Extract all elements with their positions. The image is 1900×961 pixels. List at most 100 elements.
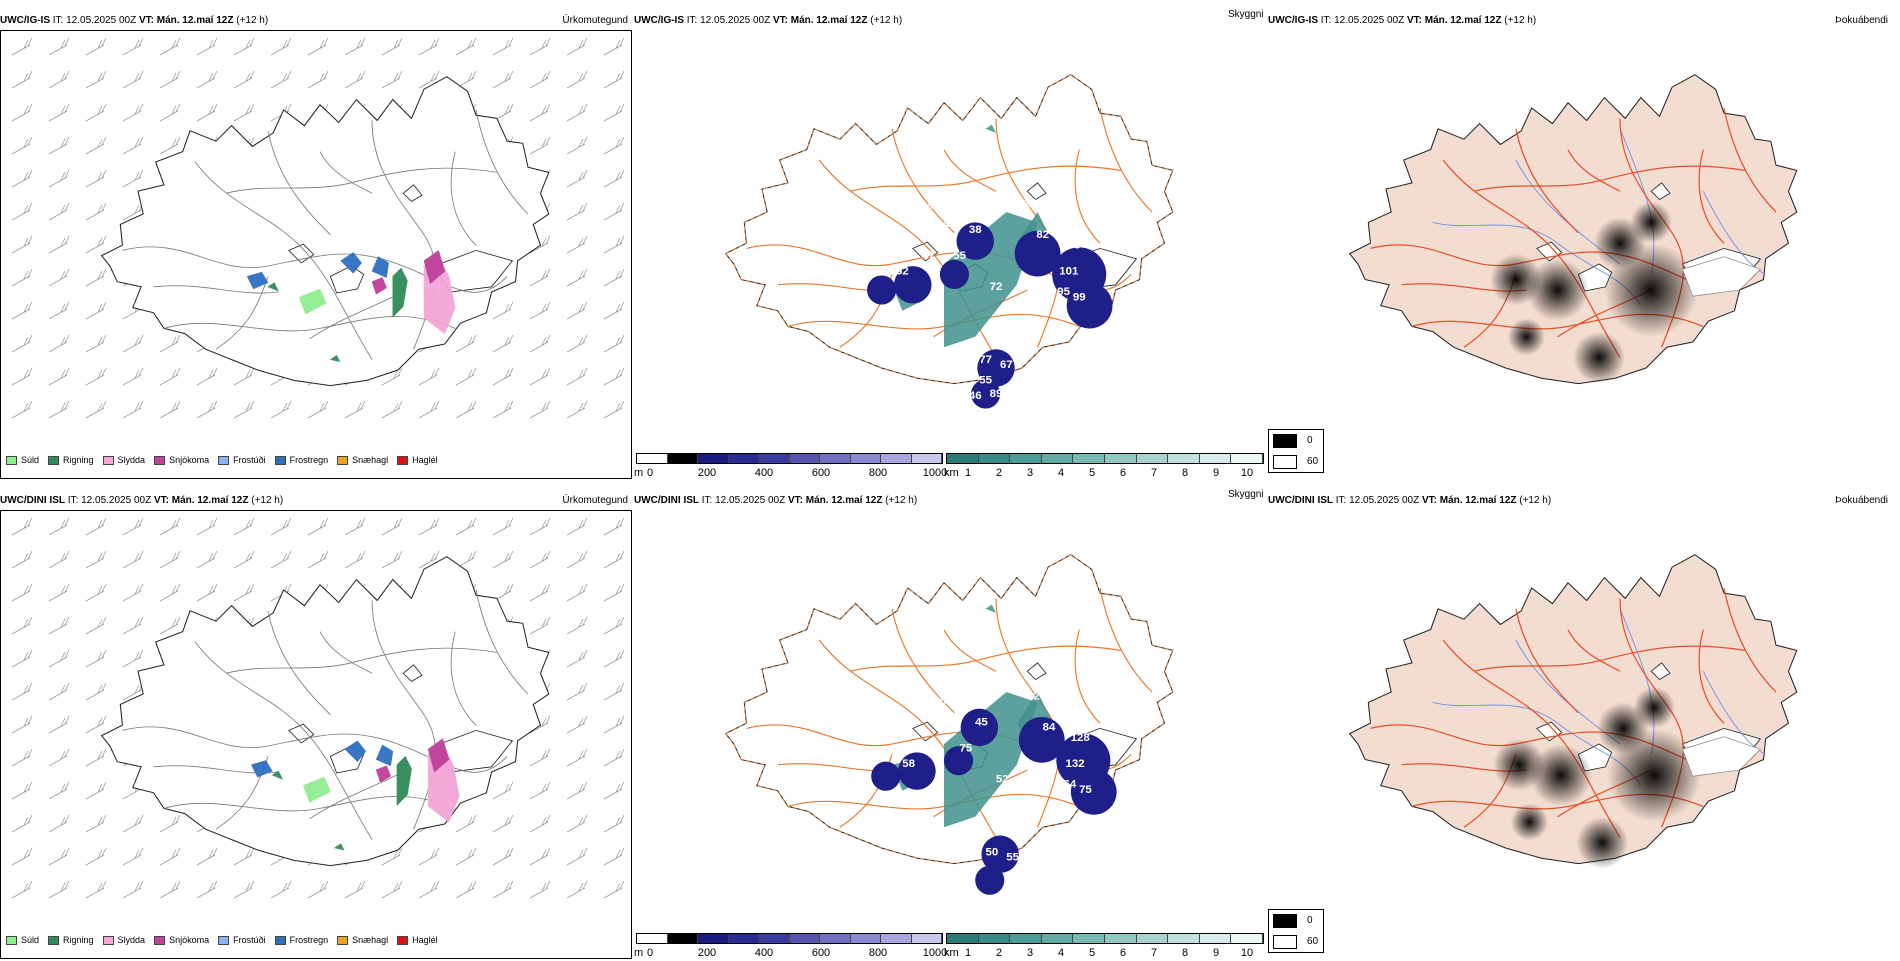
cloud-base-label: 50 <box>933 695 946 707</box>
legend-item: Slydda <box>102 455 145 465</box>
vt-label: VT: <box>138 15 154 26</box>
precip-legend: Súld Rigning Slydda Snjókoma Frostúði Frostre… <box>6 455 447 465</box>
legend-label: Haglél <box>412 935 438 945</box>
precip-type-panel: UWC/IG-IS IT: 12.05.2025 00Z VT: Mán. 12… <box>0 15 632 479</box>
cloud-base-label: 46 <box>969 390 982 402</box>
model-name: UWC/DINI ISL <box>1268 495 1333 506</box>
visibility-colorbar: km 1 2 3 4 5 6 7 8 9 10 <box>944 453 1264 479</box>
legend-swatch <box>397 935 409 945</box>
colorbar-unit: m <box>634 467 644 479</box>
cloud-base-label: 101 <box>1059 265 1079 277</box>
legend-label: 60 <box>1307 936 1319 947</box>
legend-item: Frostúði <box>218 455 266 465</box>
colorbar-tick: 4 <box>1057 467 1065 479</box>
legend-item: Frostregn <box>274 455 329 465</box>
colorbar-tick: 5 <box>1088 467 1096 479</box>
cloud-base-label: 45 <box>975 716 988 728</box>
legend-label: Snjókoma <box>169 935 210 945</box>
iceland-map <box>1348 554 1798 869</box>
colorbar-step <box>820 934 851 943</box>
cloud-base-label: 95 <box>1057 286 1070 298</box>
lead-time: (+12 h) <box>1519 495 1552 506</box>
vt-label: VT: <box>772 15 788 26</box>
cloud-base-label: 32 <box>1027 690 1040 702</box>
colorbar-tick: 1 <box>964 947 972 959</box>
colorbar-tick: 4 <box>1057 947 1065 959</box>
cloud-base-label: 89 <box>990 388 1003 400</box>
cloud-base-label: 58 <box>902 758 915 770</box>
elevation-colorbar: m 0 200 400 600 800 1000 <box>634 453 948 479</box>
legend-label: Frostregn <box>289 455 329 465</box>
colorbar-tick: 400 <box>754 947 774 959</box>
colorbar-step <box>1136 934 1169 943</box>
cloud-base-label: 64 <box>1063 779 1076 791</box>
panel-title: Skyggni <box>1228 9 1264 20</box>
legend-swatch <box>274 455 286 465</box>
cloud-base-label: 47 <box>922 250 935 262</box>
init-time: 12.05.2025 00Z <box>1349 495 1420 506</box>
lead-time: (+12 h) <box>885 495 918 506</box>
colorbar-step <box>850 934 881 943</box>
precip-type-panel: UWC/DINI ISL IT: 12.05.2025 00Z VT: Mán.… <box>0 495 632 959</box>
colorbar-step <box>947 454 979 463</box>
legend-item: Rigning <box>48 935 94 945</box>
valid-time: Mán. 12.maí 12Z <box>156 15 234 26</box>
cloud-base-label: 77 <box>979 354 992 366</box>
colorbar-tick: 200 <box>697 467 717 479</box>
legend-item: Rigning <box>48 455 94 465</box>
legend-label: Snjókoma <box>169 455 210 465</box>
colorbar-tick: 1 <box>964 467 972 479</box>
legend-item: Haglél <box>397 455 438 465</box>
colorbar-step <box>978 454 1011 463</box>
colorbar-step <box>1104 934 1137 943</box>
colorbar-step <box>1231 454 1263 463</box>
cloud-base-label: 52 <box>896 265 909 277</box>
visibility-panel: UWC/DINI ISL IT: 12.05.2025 00Z VT: Mán.… <box>634 489 1264 959</box>
colorbar-tick: 10 <box>1240 947 1254 959</box>
cloud-base-label: 105 <box>1023 151 1043 163</box>
panel-title: Úrkomutegund <box>562 15 628 26</box>
cloud-base-label: 81 <box>949 711 962 723</box>
legend-label: Snæhagl <box>352 455 389 465</box>
legend-swatch <box>48 455 60 465</box>
legend-item: 60 <box>1269 451 1323 472</box>
legend-swatch <box>1273 433 1297 448</box>
colorbar-step <box>667 454 698 463</box>
legend-swatch <box>337 935 349 945</box>
colorbar-step <box>1041 934 1074 943</box>
colorbar-tick: 800 <box>868 467 888 479</box>
legend-label: Frostúði <box>233 935 266 945</box>
legend-label: 0 <box>1307 915 1313 926</box>
legend-item: Snjókoma <box>154 935 209 945</box>
cloud-base-label: 67 <box>1000 359 1013 371</box>
legend-swatch <box>48 935 60 945</box>
cloud-base-label: 75 <box>1079 784 1092 796</box>
colorbar-tick: 600 <box>811 947 831 959</box>
cloud-base-label: 128 <box>1071 732 1091 744</box>
colorbar-step <box>1073 454 1105 463</box>
fog-legend: 0 60 <box>1268 429 1324 473</box>
model-name: UWC/IG-IS <box>1268 15 1318 26</box>
colorbar-step <box>637 934 668 943</box>
vt-label: VT: <box>1421 495 1437 506</box>
colorbar-tick: 200 <box>697 947 717 959</box>
colorbar-tick: 1000 <box>922 467 948 479</box>
legend-label: Súld <box>21 455 40 465</box>
colorbar-tick: 10 <box>1240 467 1254 479</box>
elevation-gradient <box>636 453 943 464</box>
vt-label: VT: <box>153 495 169 506</box>
legend-swatch <box>274 935 286 945</box>
colorbar-unit: km <box>944 467 959 479</box>
cloud-base-label: 75 <box>959 742 972 754</box>
colorbar-tick: 9 <box>1212 467 1220 479</box>
forecast-header: UWC/IG-IS IT: 12.05.2025 00Z VT: Mán. 12… <box>634 15 902 26</box>
legend-swatch <box>218 455 230 465</box>
fog-indicator-panel: UWC/IG-IS IT: 12.05.2025 00Z VT: Mán. 12… <box>1268 15 1900 479</box>
colorbar-step <box>820 454 851 463</box>
colorbar-step <box>789 934 820 943</box>
colorbar-step <box>1168 454 1200 463</box>
colorbar-tick: 6 <box>1119 947 1127 959</box>
legend-swatch <box>154 455 166 465</box>
colorbar-step <box>1136 454 1169 463</box>
colorbar-tick: 6 <box>1119 467 1127 479</box>
